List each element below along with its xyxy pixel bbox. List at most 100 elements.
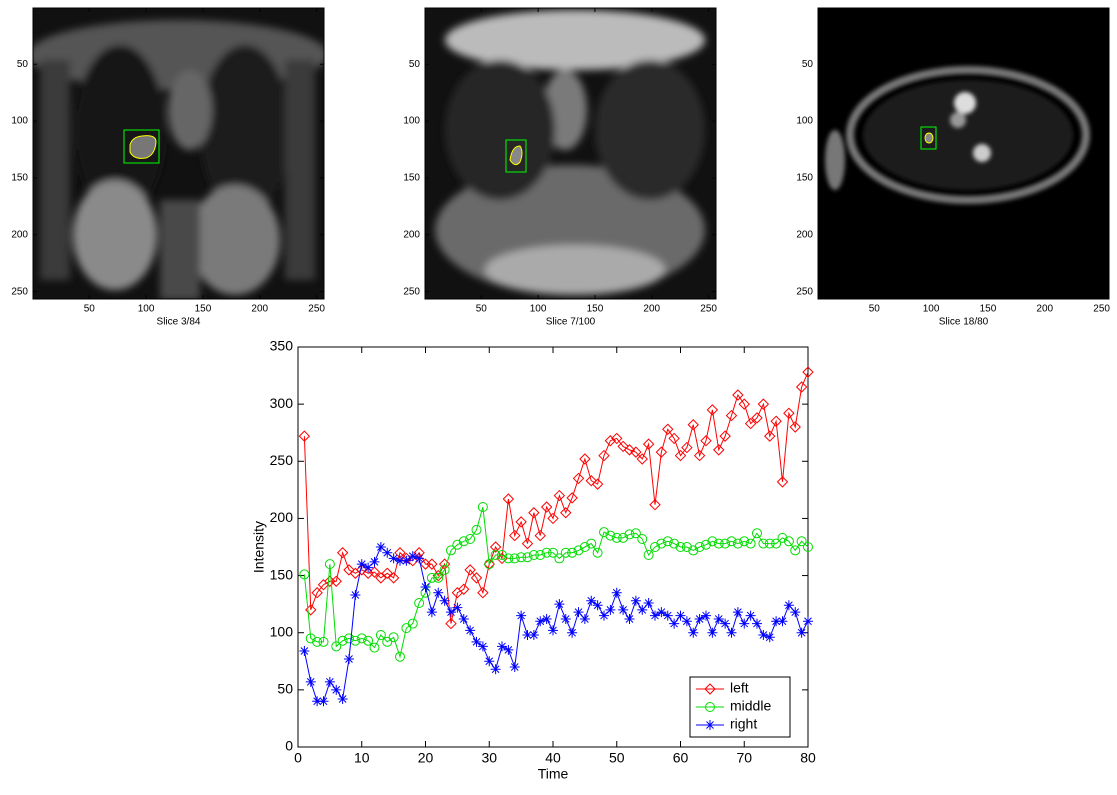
data-point [681, 542, 692, 552]
data-point [579, 614, 590, 624]
data-point [311, 587, 323, 599]
data-point [669, 538, 680, 549]
data-point [655, 446, 668, 458]
y-tick-label: 200 [403, 229, 420, 240]
data-point [369, 556, 380, 567]
x-tick-label: 100 [923, 304, 940, 315]
y-tick-label: 150 [11, 173, 28, 184]
data-point [585, 475, 597, 487]
x-tick-label: 100 [138, 304, 155, 315]
data-point [497, 641, 507, 652]
data-point [318, 696, 329, 707]
data-point [548, 625, 558, 636]
data-point [312, 696, 323, 707]
data-point [363, 562, 374, 573]
x-tick-label: 70 [736, 750, 752, 766]
data-point [484, 656, 495, 667]
data-point [758, 538, 769, 549]
data-point [687, 419, 699, 431]
data-point [630, 528, 641, 539]
data-point [458, 536, 469, 547]
data-point [535, 616, 546, 627]
data-point [668, 432, 680, 445]
data-point [790, 607, 801, 618]
data-point [566, 492, 578, 504]
data-point [579, 542, 590, 552]
data-point [579, 453, 591, 465]
data-point [324, 559, 335, 570]
data-point [618, 532, 629, 543]
data-point [681, 616, 692, 627]
legend-label: right [730, 716, 757, 732]
data-point [592, 547, 603, 558]
data-point [802, 366, 814, 378]
data-point [688, 545, 699, 556]
data-point [502, 493, 515, 505]
data-point [771, 616, 782, 627]
data-point [624, 614, 635, 624]
data-point [356, 633, 367, 644]
data-point [598, 449, 610, 462]
data-point [771, 538, 782, 549]
y-tick-label: 50 [409, 59, 421, 70]
data-point [471, 524, 482, 535]
data-point [776, 476, 789, 488]
data-point [713, 614, 724, 624]
y-tick-label: 50 [17, 59, 29, 70]
data-point [484, 559, 495, 570]
y-tick-label: 0 [285, 738, 293, 754]
data-point [744, 417, 757, 430]
data-point [586, 595, 597, 606]
data-point [605, 604, 616, 615]
axes-frame [817, 7, 1110, 300]
y-tick-label: 100 [796, 116, 813, 127]
data-point [471, 636, 482, 647]
y-tick-label: 200 [796, 229, 813, 240]
data-point [674, 449, 687, 462]
data-point [707, 536, 718, 547]
data-point [656, 607, 667, 618]
data-point [777, 532, 788, 543]
data-point [560, 614, 571, 624]
y-tick-label: 200 [11, 229, 28, 240]
data-point [509, 662, 520, 672]
data-point [700, 435, 712, 447]
data-point [790, 545, 801, 556]
data-point [509, 553, 520, 564]
data-point [554, 553, 565, 564]
data-point [796, 536, 807, 547]
data-point [726, 627, 737, 638]
x-tick-label: 30 [481, 750, 497, 766]
data-point [599, 527, 609, 538]
y-tick-label: 250 [270, 452, 294, 468]
data-point [356, 564, 368, 576]
data-point [707, 627, 718, 638]
data-point [433, 572, 444, 583]
data-point [611, 532, 622, 543]
data-point [344, 633, 354, 644]
data-point [803, 616, 813, 627]
data-point [662, 423, 674, 435]
data-point [331, 641, 342, 652]
x-tick-label: 60 [673, 750, 689, 766]
mri-image [818, 8, 1109, 299]
data-point [458, 614, 469, 624]
legend-marker [705, 720, 715, 730]
data-point [452, 539, 463, 550]
data-point [694, 614, 705, 624]
y-tick-label: 150 [403, 173, 420, 184]
x-tick-label: 200 [251, 304, 268, 315]
data-point [503, 553, 514, 564]
data-point [701, 539, 711, 550]
data-point [656, 538, 667, 549]
data-point [783, 407, 795, 419]
data-point [331, 684, 342, 695]
data-point [713, 444, 725, 456]
data-point [464, 564, 476, 576]
y-tick-label: 300 [270, 395, 294, 411]
data-point [548, 547, 558, 558]
mri-image [33, 8, 324, 299]
data-point [395, 651, 405, 662]
x-tick-label: 250 [1093, 304, 1110, 315]
